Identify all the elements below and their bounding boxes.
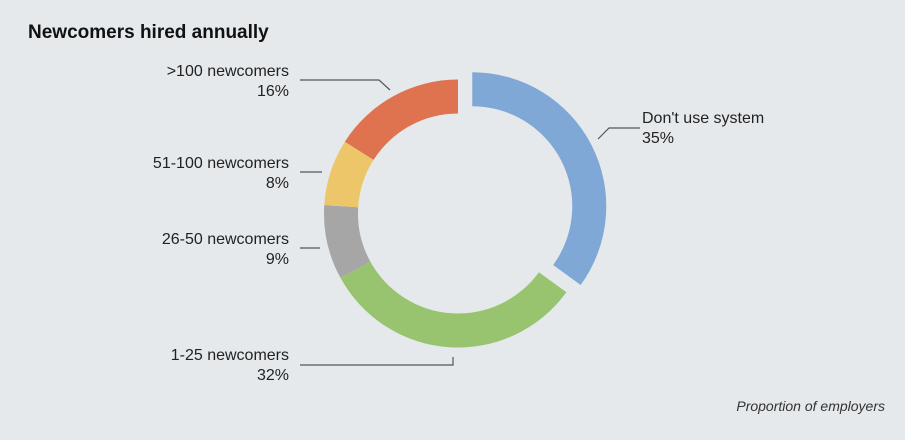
slice-label: 1-25 newcomers xyxy=(170,347,289,364)
data-label-1-25: 1-25 newcomers 32% xyxy=(29,346,289,386)
donut-slice-don-t-use-system xyxy=(472,72,607,285)
slice-value: 8% xyxy=(265,175,289,192)
chart-title: Newcomers hired annually xyxy=(28,22,269,43)
leader-line-100plus xyxy=(300,79,391,91)
slice-label: Don't use system xyxy=(642,110,765,127)
data-label-26-50: 26-50 newcomers 9% xyxy=(29,230,289,270)
slice-value: 35% xyxy=(642,130,675,147)
slice-label: >100 newcomers xyxy=(166,63,289,80)
slice-value: 16% xyxy=(256,83,289,100)
slice-label: 51-100 newcomers xyxy=(152,155,289,172)
donut-slice-1-25-newcomers xyxy=(340,261,567,348)
leader-line-dont-use xyxy=(597,127,640,140)
leader-line-1-25 xyxy=(300,357,454,366)
donut-slice--100-newcomers xyxy=(344,79,458,160)
footnote: Proportion of employers xyxy=(736,398,885,414)
data-label-51-100: 51-100 newcomers 8% xyxy=(29,154,289,194)
data-label-dont-use: Don't use system 35% xyxy=(642,109,764,149)
donut-slice-51-100-newcomers xyxy=(324,141,374,208)
slice-value: 32% xyxy=(256,367,289,384)
slice-label: 26-50 newcomers xyxy=(161,231,289,248)
donut-slice-26-50-newcomers xyxy=(323,205,371,279)
slice-value: 9% xyxy=(265,251,289,268)
data-label-100plus: >100 newcomers 16% xyxy=(29,62,289,102)
